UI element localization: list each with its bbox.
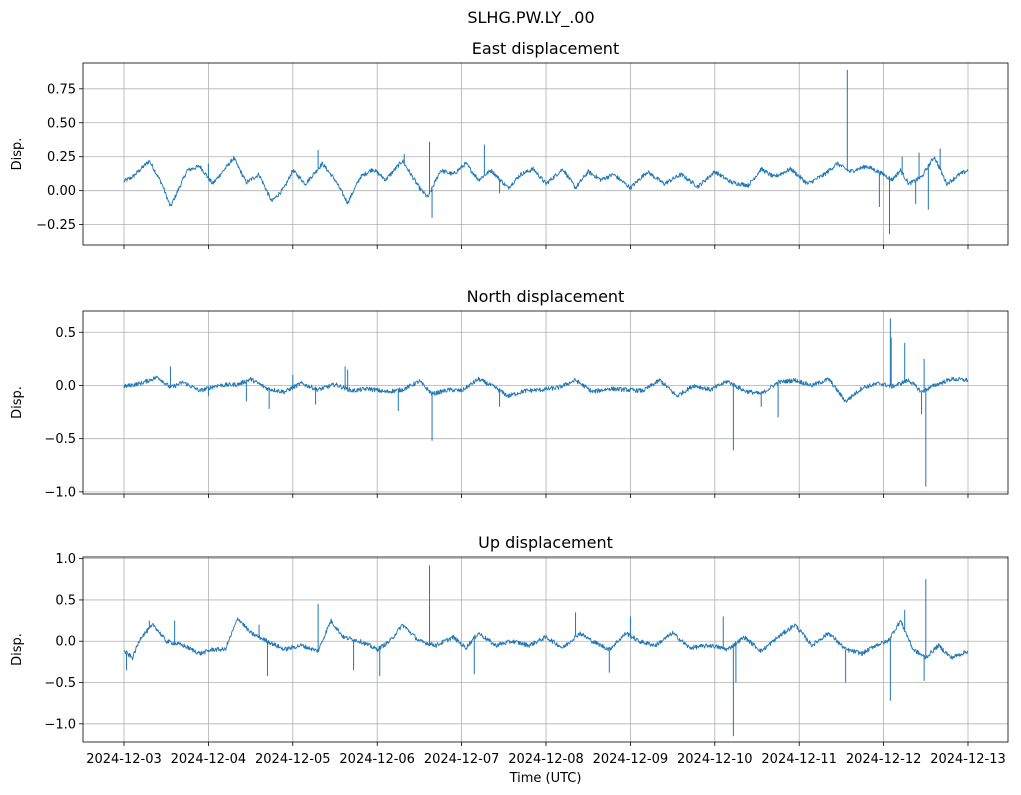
y-tick-label: 1.0	[55, 552, 76, 567]
y-tick-label: −0.5	[44, 676, 76, 691]
x-tick-label: 2024-12-04	[171, 752, 247, 767]
y-axis-label: Disp.	[10, 386, 25, 419]
y-tick-label: 0.75	[47, 82, 76, 97]
series-group	[123, 565, 969, 737]
gridlines	[83, 63, 1008, 245]
chart-panel-north: −1.0 −0.5 0.0 0.5 North displacement Disp.	[10, 287, 1009, 500]
x-axis-label: Time (UTC)	[509, 771, 582, 786]
x-tick-label: 2024-12-10	[677, 752, 753, 767]
figure-title: SLHG.PW.LY_.00	[467, 8, 594, 28]
x-tick-label: 2024-12-06	[339, 752, 415, 767]
axes-frame	[82, 556, 1009, 743]
x-tick-label: 2024-12-08	[508, 752, 584, 767]
y-tick-label: −1.0	[44, 485, 76, 500]
x-tick-label: 2024-12-11	[761, 752, 837, 767]
gridlines	[83, 311, 1008, 494]
x-tick-label: 2024-12-13	[930, 752, 1006, 767]
x-tick-label: 2024-12-12	[846, 752, 922, 767]
y-tick-label: −0.5	[44, 432, 76, 447]
chart-panel-east: −0.25 0.00 0.25 0.50 0.75 East displacement Di…	[10, 39, 1009, 249]
y-tick-label: 0.00	[47, 184, 76, 199]
x-tick-label: 2024-12-09	[593, 752, 669, 767]
y-tick-label: 0.5	[55, 593, 76, 608]
y-tick-label: 0.25	[47, 150, 76, 165]
x-tick-label: 2024-12-05	[255, 752, 331, 767]
y-tick-label: 0.5	[55, 326, 76, 341]
y-tick-label: 0.0	[55, 635, 76, 650]
y-axis-label: Disp.	[10, 138, 25, 171]
series-line-up	[123, 617, 969, 661]
panel-title: Up displacement	[478, 533, 613, 552]
x-tick-label: 2024-12-03	[86, 752, 162, 767]
series-line-east	[123, 155, 969, 207]
y-tick-label: 0.50	[47, 116, 76, 131]
series-group	[123, 69, 969, 235]
y-tick-label: −0.25	[36, 218, 76, 233]
y-tick-label: −1.0	[44, 717, 76, 732]
series-line-north	[123, 375, 969, 403]
y-axis-label: Disp.	[10, 633, 25, 666]
y-tick-label: 0.0	[55, 379, 76, 394]
panel-title: East displacement	[472, 39, 619, 58]
axes-frame	[82, 310, 1009, 495]
chart-panel-up: 2024-12-03 2024-12-04 2024-12-05 2024-12-06…	[10, 533, 1009, 786]
gridlines	[83, 557, 1008, 742]
panel-title: North displacement	[467, 287, 625, 306]
x-tick-label: 2024-12-07	[424, 752, 500, 767]
series-group	[123, 318, 969, 487]
axes-frame	[82, 62, 1009, 246]
